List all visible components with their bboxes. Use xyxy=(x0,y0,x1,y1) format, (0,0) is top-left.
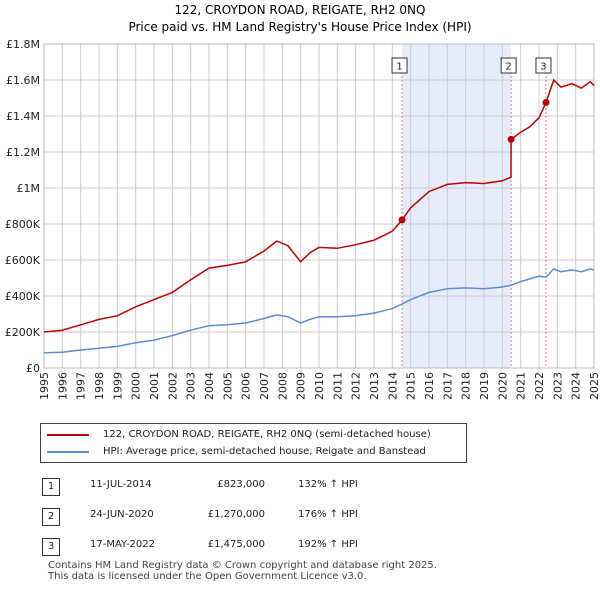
sale-label: 2 xyxy=(505,62,511,73)
x-tick-label: 2008 xyxy=(276,372,289,400)
sale-number: 2 xyxy=(42,508,60,526)
sale-hpi-change: 192% ↑ HPI xyxy=(298,539,358,550)
chart-title: 122, CROYDON ROAD, REIGATE, RH2 0NQ xyxy=(175,3,426,17)
shaded-period xyxy=(402,44,512,368)
y-tick-label: £1.8M xyxy=(6,38,40,51)
legend: 122, CROYDON ROAD, REIGATE, RH2 0NQ (sem… xyxy=(40,423,467,463)
x-tick-label: 2018 xyxy=(460,372,473,400)
sale-label: 1 xyxy=(396,62,402,73)
x-tick-label: 2005 xyxy=(221,372,234,400)
y-tick-label: £1.2M xyxy=(6,146,40,159)
sale-label-box xyxy=(391,57,408,74)
property-series-line xyxy=(43,78,595,333)
y-tick-label: £400K xyxy=(5,290,41,303)
x-tick-label: 2019 xyxy=(478,372,491,400)
x-tick-label: 2025 xyxy=(588,372,600,400)
sale-date: 11-JUL-2014 xyxy=(90,479,152,490)
sale-hpi-change: 132% ↑ HPI xyxy=(298,479,358,490)
sale-label-box xyxy=(500,57,517,74)
y-tick-label: £1M xyxy=(17,182,41,195)
sale-date: 24-JUN-2020 xyxy=(90,509,154,520)
x-tick-label: 2013 xyxy=(368,372,381,400)
y-tick-label: £600K xyxy=(5,254,41,267)
x-tick-label: 1996 xyxy=(56,372,69,400)
x-tick-label: 1998 xyxy=(93,372,106,400)
x-tick-label: 2010 xyxy=(313,372,326,400)
y-tick-label: £0 xyxy=(26,362,40,375)
x-tick-label: 2004 xyxy=(203,372,216,400)
y-tick-label: £1.4M xyxy=(6,110,40,123)
price-chart: 122, CROYDON ROAD, REIGATE, RH2 0NQ Pric… xyxy=(5,3,600,400)
x-tick-label: 2009 xyxy=(295,372,308,400)
x-tick-label: 2002 xyxy=(166,372,179,400)
sale-number: 3 xyxy=(42,538,60,556)
sale-label: 3 xyxy=(540,62,546,73)
legend-label-property: 122, CROYDON ROAD, REIGATE, RH2 0NQ (sem… xyxy=(103,429,431,440)
x-tick-label: 1999 xyxy=(111,372,124,400)
footer-licence: This data is licensed under the Open Gov… xyxy=(48,571,367,582)
x-tick-label: 2015 xyxy=(405,372,418,400)
x-tick-label: 2024 xyxy=(570,372,583,400)
x-tick-label: 2020 xyxy=(496,372,509,400)
x-tick-label: 2017 xyxy=(441,372,454,400)
sale-hpi-change: 176% ↑ HPI xyxy=(298,509,358,520)
sale-price: £823,000 xyxy=(217,479,265,490)
x-tick-label: 2022 xyxy=(533,372,546,400)
x-tick-label: 2007 xyxy=(258,372,271,400)
sale-price: £1,475,000 xyxy=(207,539,265,550)
x-tick-label: 2006 xyxy=(240,372,253,400)
x-tick-label: 2014 xyxy=(386,372,399,400)
sale-point xyxy=(507,135,515,143)
legend-swatch-hpi xyxy=(47,451,89,453)
x-tick-label: 2011 xyxy=(331,372,344,400)
hpi-series-line xyxy=(43,268,595,354)
y-tick-label: £1.6M xyxy=(6,74,40,87)
sale-price: £1,270,000 xyxy=(207,509,265,520)
x-tick-label: 2001 xyxy=(148,372,161,400)
chart-subtitle: Price paid vs. HM Land Registry's House … xyxy=(128,20,471,34)
x-tick-label: 1995 xyxy=(38,372,51,400)
sale-date: 17-MAY-2022 xyxy=(90,539,156,550)
legend-label-hpi: HPI: Average price, semi-detached house,… xyxy=(103,446,426,457)
x-tick-label: 2003 xyxy=(185,372,198,400)
sale-point xyxy=(398,216,406,224)
x-tick-label: 2023 xyxy=(551,372,564,400)
footer: Contains HM Land Registry data © Crown c… xyxy=(48,560,437,582)
x-tick-label: 2000 xyxy=(130,372,143,400)
plot-border xyxy=(43,43,595,369)
legend-swatch-property xyxy=(47,434,89,436)
x-tick-label: 2012 xyxy=(350,372,363,400)
x-tick-label: 2021 xyxy=(515,372,528,400)
x-tick-label: 1997 xyxy=(75,372,88,400)
sale-number: 1 xyxy=(42,478,60,496)
x-tick-label: 2016 xyxy=(423,372,436,400)
sale-point xyxy=(542,99,550,106)
footer-copyright: Contains HM Land Registry data © Crown c… xyxy=(48,560,437,571)
y-tick-label: £200K xyxy=(5,326,41,339)
sale-label-box xyxy=(535,57,552,74)
y-tick-label: £800K xyxy=(5,218,41,231)
